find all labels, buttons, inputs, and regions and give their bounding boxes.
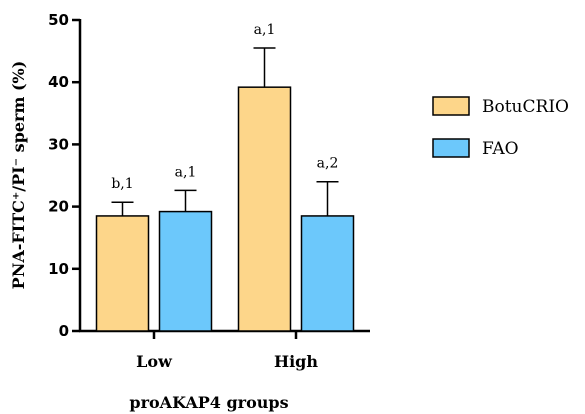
y-tick-label: 30 xyxy=(48,135,69,153)
data-label: a,2 xyxy=(317,156,339,172)
y-tick-label: 10 xyxy=(48,260,69,278)
legend: BotuCRIO FAO xyxy=(432,96,569,159)
data-label: a,1 xyxy=(175,164,197,180)
x-tick-label: Low xyxy=(136,352,173,371)
y-tick-label: 0 xyxy=(59,322,69,340)
data-label: a,1 xyxy=(254,22,276,38)
y-tick-label: 50 xyxy=(48,11,69,29)
bars xyxy=(95,47,355,332)
legend-label: BotuCRIO xyxy=(482,97,569,117)
bar xyxy=(95,215,150,332)
labels: b,1 a,1 a,1 a,2 xyxy=(111,22,338,192)
y-tick-label: 20 xyxy=(48,198,69,216)
bar xyxy=(158,210,213,332)
bar xyxy=(300,215,355,332)
x-axis-title: proAKAP4 groups xyxy=(129,393,288,412)
axes: 0 10 20 30 40 50 Low High xyxy=(48,11,370,371)
legend-swatch xyxy=(432,96,470,116)
data-label: b,1 xyxy=(111,176,133,192)
y-tick-label: 40 xyxy=(48,73,69,91)
bar xyxy=(237,86,292,332)
legend-label: FAO xyxy=(482,139,519,159)
y-axis-title: PNA-FITC⁺/PI⁻ sperm (%) xyxy=(9,61,28,290)
x-tick-label: High xyxy=(274,352,318,371)
legend-swatch xyxy=(432,138,470,158)
